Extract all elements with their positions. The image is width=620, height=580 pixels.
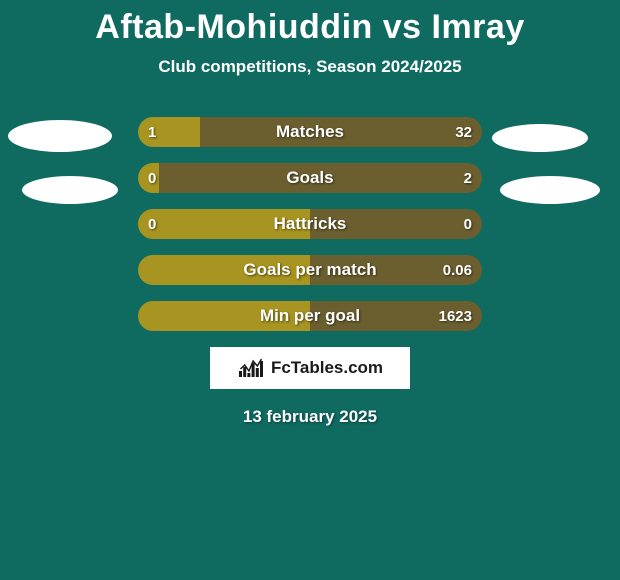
subtitle: Club competitions, Season 2024/2025 bbox=[0, 57, 620, 77]
stat-bar-row: 0.06Goals per match bbox=[138, 255, 482, 285]
stat-bar-row: 00Hattricks bbox=[138, 209, 482, 239]
comparison-infographic: Aftab-Mohiuddin vs Imray Club competitio… bbox=[0, 0, 620, 580]
stat-bar-right-fill bbox=[310, 301, 482, 331]
date-text: 13 february 2025 bbox=[0, 407, 620, 427]
stat-bar-row: 132Matches bbox=[138, 117, 482, 147]
stat-bar-right-fill bbox=[310, 255, 482, 285]
page-title: Aftab-Mohiuddin vs Imray bbox=[0, 0, 620, 47]
stat-bar-left-fill bbox=[138, 163, 159, 193]
stat-bar-row: 02Goals bbox=[138, 163, 482, 193]
stat-bars: 132Matches 02Goals 00Hattricks 0.06Goals pe… bbox=[0, 117, 620, 331]
stat-bar-right-fill bbox=[310, 209, 482, 239]
stat-bar-left-fill bbox=[138, 209, 310, 239]
stat-bar-right-fill bbox=[200, 117, 482, 147]
stat-bar-left-fill bbox=[138, 117, 200, 147]
bar-chart-icon bbox=[237, 357, 265, 379]
source-badge: FcTables.com bbox=[210, 347, 410, 389]
stat-bar-right-fill bbox=[159, 163, 482, 193]
stat-bar-left-fill bbox=[138, 301, 310, 331]
stat-bar-row: 1623Min per goal bbox=[138, 301, 482, 331]
stat-bar-left-fill bbox=[138, 255, 310, 285]
source-badge-text: FcTables.com bbox=[271, 358, 383, 378]
